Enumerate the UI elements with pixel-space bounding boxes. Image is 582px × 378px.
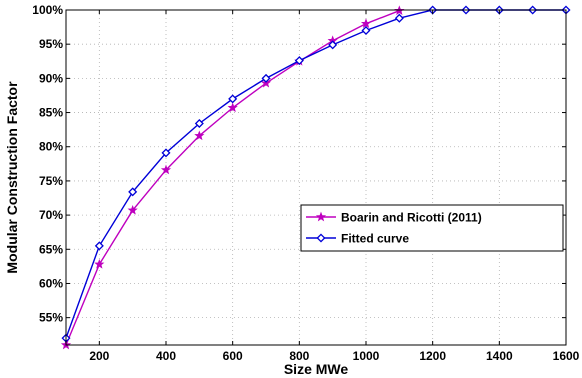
data-point-marker bbox=[160, 164, 172, 175]
x-tick-label: 800 bbox=[289, 349, 309, 363]
y-tick-label: 80% bbox=[39, 140, 63, 154]
x-axis-title: Size MWe bbox=[284, 361, 349, 377]
x-tick-label: 1400 bbox=[486, 349, 513, 363]
y-tick-label: 55% bbox=[39, 311, 63, 325]
data-point-marker bbox=[328, 40, 338, 50]
y-tick-label: 75% bbox=[39, 174, 63, 188]
x-tick-label: 400 bbox=[156, 349, 176, 363]
data-point-marker bbox=[227, 102, 238, 113]
y-tick-label: 100% bbox=[32, 3, 63, 17]
y-tick-label: 90% bbox=[39, 71, 63, 85]
legend-item: Boarin and Ricotti (2011) bbox=[306, 211, 482, 225]
x-tick-label: 1000 bbox=[353, 349, 380, 363]
x-tick-label: 1600 bbox=[553, 349, 580, 363]
data-point-marker bbox=[228, 94, 238, 104]
data-point-marker bbox=[361, 25, 371, 36]
data-point-marker bbox=[194, 130, 205, 141]
data-point-marker bbox=[394, 13, 404, 23]
legend-box bbox=[300, 204, 564, 252]
data-point-marker bbox=[194, 118, 204, 129]
data-point-marker bbox=[360, 18, 372, 28]
y-tick-label: 95% bbox=[39, 37, 63, 51]
y-tick-label: 70% bbox=[39, 208, 63, 222]
y-tick-label: 85% bbox=[39, 106, 63, 120]
legend-marker bbox=[315, 211, 327, 222]
data-point-marker bbox=[128, 187, 138, 197]
data-point-marker bbox=[161, 148, 171, 158]
data-point-marker bbox=[127, 204, 138, 215]
series-layer bbox=[60, 5, 571, 350]
x-tick-label: 600 bbox=[223, 349, 243, 363]
legend-item: Fitted curve bbox=[306, 232, 409, 246]
legend-label: Boarin and Ricotti (2011) bbox=[341, 211, 482, 225]
y-tick-label: 65% bbox=[39, 242, 63, 256]
axis-ticks: 200 400 600 800 1000 1200 1400 1600 55% 60% 65% 70%… bbox=[32, 3, 579, 363]
data-point-marker bbox=[261, 73, 271, 83]
data-point-marker bbox=[294, 56, 304, 66]
legend-marker bbox=[316, 233, 326, 243]
x-tick-label: 200 bbox=[89, 349, 109, 363]
data-point-marker bbox=[94, 258, 105, 269]
data-point-marker bbox=[94, 241, 104, 251]
x-tick-label: 1200 bbox=[419, 349, 446, 363]
legend-label: Fitted curve bbox=[341, 232, 409, 246]
y-tick-label: 60% bbox=[39, 276, 63, 290]
plot-frame bbox=[65, 9, 567, 346]
y-axis-title: Modular Construction Factor bbox=[4, 81, 20, 274]
legend: Boarin and Ricotti (2011) Fitted curve bbox=[300, 204, 564, 252]
